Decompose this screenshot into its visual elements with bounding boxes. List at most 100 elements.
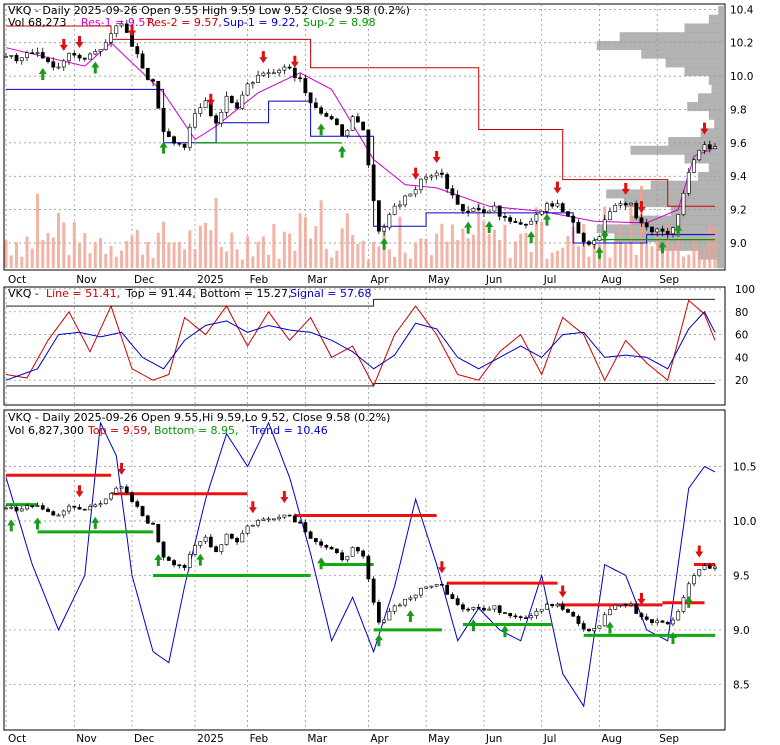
sell-arrow-icon xyxy=(437,561,446,574)
volume-bar xyxy=(403,252,407,268)
buy-arrow-icon xyxy=(91,61,100,74)
bands-candle xyxy=(219,544,224,552)
price-x-tick-label: Mar xyxy=(307,274,327,286)
bands-candle xyxy=(424,586,429,589)
volume-bar xyxy=(435,233,439,268)
bands-x-tick-label: 2025 xyxy=(197,733,224,745)
volume-bar xyxy=(345,213,349,268)
volume-bar xyxy=(414,242,418,268)
price-candle xyxy=(287,66,292,69)
bands-candle xyxy=(303,522,308,533)
bands-candle xyxy=(187,554,192,568)
price-candle xyxy=(355,116,360,123)
bands-candle xyxy=(109,493,113,500)
bands-candle xyxy=(177,564,182,567)
price-candle xyxy=(392,205,397,215)
volume-profile-bar xyxy=(684,23,725,33)
price-candle xyxy=(539,210,544,215)
price-candle xyxy=(476,207,481,210)
price-candle xyxy=(14,55,19,62)
volume-bar xyxy=(450,224,454,268)
price-candle xyxy=(513,221,518,223)
price-candle xyxy=(245,83,250,96)
bands-candle xyxy=(618,603,623,606)
bands-candle xyxy=(566,609,570,613)
price-candle xyxy=(72,53,77,56)
price-candle xyxy=(235,102,239,109)
price-x-tick-label: Feb xyxy=(250,274,269,286)
bands-candle xyxy=(713,566,717,569)
volume-bar xyxy=(167,242,171,268)
bands-candle xyxy=(655,620,660,624)
osc-signal-series xyxy=(5,310,716,381)
bands-candle xyxy=(51,511,56,516)
bands-candle xyxy=(403,598,408,606)
price-candle xyxy=(119,23,124,27)
bands-candle xyxy=(345,556,350,561)
volume-bar xyxy=(303,216,307,268)
volume-bar xyxy=(225,251,229,268)
bands-candle xyxy=(518,616,523,618)
volume-bar xyxy=(51,237,55,268)
volume-bar xyxy=(629,204,633,268)
price-candle xyxy=(56,66,61,69)
sell-arrow-icon xyxy=(259,51,268,64)
price-candle xyxy=(250,82,255,85)
bands-candle xyxy=(82,508,87,511)
bands-candle xyxy=(103,498,108,504)
volume-bar xyxy=(503,224,507,268)
bands-candle xyxy=(382,619,387,623)
bands-candle xyxy=(261,518,266,521)
volume-bar xyxy=(429,255,433,268)
price-candle xyxy=(82,57,87,60)
buy-arrow-icon xyxy=(159,141,168,154)
price-candle xyxy=(140,53,145,69)
bands-candle xyxy=(214,546,218,552)
bands-candle xyxy=(319,541,324,546)
volume-bar xyxy=(198,225,202,268)
price-candle xyxy=(571,215,576,223)
osc-line: Line = 51.41, xyxy=(46,287,120,300)
bands-candle xyxy=(203,536,208,542)
bands-candle xyxy=(466,608,471,611)
osc-y-tick-label: 80 xyxy=(735,307,748,319)
volume-bar xyxy=(513,241,517,268)
volume-bar xyxy=(366,259,370,268)
price-candle xyxy=(114,25,119,35)
bands-candle xyxy=(545,603,549,610)
bands-candle xyxy=(140,506,145,517)
volume-bar xyxy=(130,235,134,268)
price-candle xyxy=(271,72,276,75)
price-candle xyxy=(182,143,187,148)
price-candle xyxy=(681,192,686,215)
price-candle xyxy=(440,172,444,175)
volume-profile-bar xyxy=(684,67,725,77)
bands-candle xyxy=(539,608,544,612)
price-candle xyxy=(345,130,350,136)
volume-bar xyxy=(419,238,423,268)
bands-candle xyxy=(665,622,670,625)
bands-candle xyxy=(702,565,707,570)
volume-bar xyxy=(41,240,45,268)
price-candle xyxy=(566,211,570,217)
volume-bar xyxy=(4,240,8,268)
price-res2: Res-2 = 9.57, xyxy=(147,16,222,29)
volume-bar xyxy=(267,254,271,268)
buy-arrow-icon xyxy=(605,621,614,634)
volume-bar xyxy=(298,213,302,268)
volume-bar xyxy=(655,230,659,268)
sell-arrow-icon xyxy=(700,122,709,135)
volume-bar xyxy=(256,241,260,268)
price-candle xyxy=(518,222,523,225)
bands-candle xyxy=(292,515,297,523)
sell-arrow-icon xyxy=(75,485,84,498)
bands-candle xyxy=(576,616,581,624)
sell-arrow-icon xyxy=(621,182,630,195)
volume-bar xyxy=(293,250,297,268)
price-candle xyxy=(418,178,423,190)
bands-candle xyxy=(513,615,518,618)
price-candle xyxy=(93,51,98,55)
price-candle xyxy=(524,223,528,226)
